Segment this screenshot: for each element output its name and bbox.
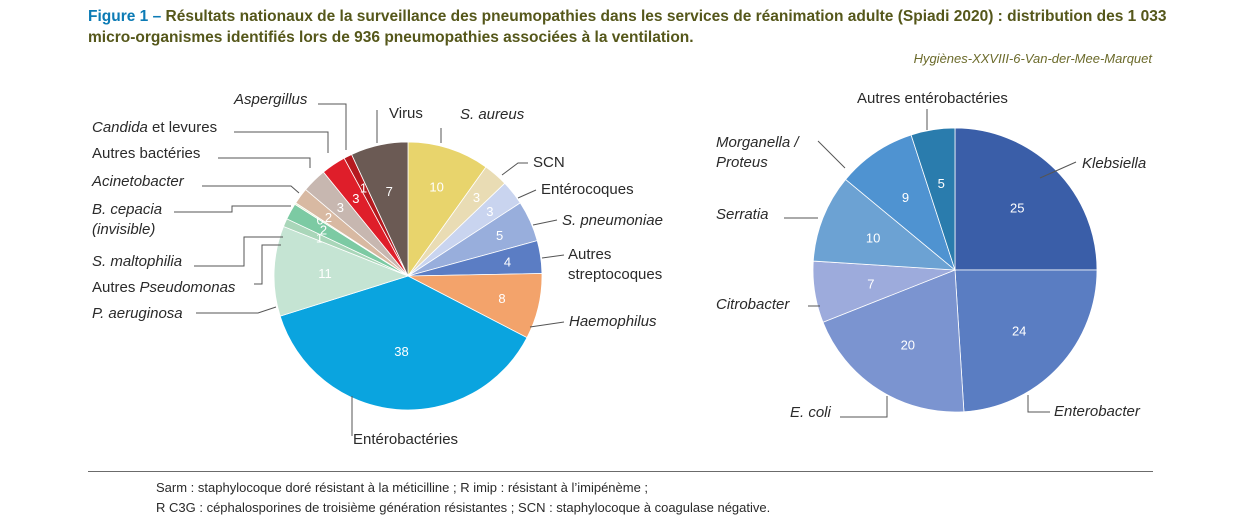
value-label-morganella-proteus: 9	[902, 190, 909, 205]
leader-line-s-pneumoniae	[532, 219, 558, 226]
leader-line-candida-et-levures	[234, 131, 329, 153]
category-label-serratia: Serratia	[716, 206, 769, 223]
value-label-virus: 7	[386, 184, 393, 199]
leader-line-enterocoques	[517, 189, 537, 199]
pie-slice-autres-enterobacteries	[910, 127, 956, 271]
value-label-autres-bacteries: 3	[337, 200, 344, 215]
category-label-b-cepacia-invisible-2: (invisible)	[92, 221, 155, 238]
value-label-b-cepacia-invisible: 0	[316, 212, 323, 227]
value-label-aspergillus: 1	[360, 180, 367, 195]
leader-line-haemophilus	[529, 321, 565, 328]
value-label-autres-pseudomonas: 1	[316, 231, 323, 246]
leader-line-klebsiella	[1039, 161, 1077, 179]
footnote-line-2: R C3G : céphalosporines de troisième gén…	[156, 500, 771, 515]
pie-slice-morganella-proteus	[845, 134, 956, 272]
category-label-citrobacter: Citrobacter	[716, 296, 790, 313]
leader-line-acinetobacter	[202, 185, 300, 194]
divider	[88, 471, 1153, 472]
value-label-autres-enterobacteries: 5	[938, 176, 945, 191]
figure-label: Figure 1 –	[88, 8, 166, 25]
value-label-s-maltophilia: 2	[320, 222, 327, 237]
category-label-s-aureus: S. aureus	[460, 106, 525, 123]
value-label-candida-et-levures: 3	[352, 191, 359, 206]
leader-line-scn	[501, 162, 528, 176]
category-label-autres-enterobacteries: Autres entérobactéries	[857, 90, 1008, 107]
value-label-acinetobacter: 2	[325, 210, 332, 225]
category-label-morganella-proteus-2: Proteus	[716, 154, 768, 171]
category-label-s-pneumoniae: S. pneumoniae	[562, 212, 663, 229]
category-label-enterocoques: Entérocoques	[541, 181, 634, 198]
leader-line-autres-streptocoques	[541, 254, 565, 259]
value-label-s-aureus: 10	[429, 180, 443, 195]
pie-chart-enterobacteriaceae: 25 Klebsiella 24 Enterobacter 20 E. coli 7 Citr…	[716, 90, 1146, 421]
category-label-scn: SCN	[533, 154, 565, 171]
figure-title-text: Résultats nationaux de la surveillance d…	[88, 8, 1167, 46]
leader-line-autres-bacteries	[218, 157, 311, 168]
category-label-autres-streptocoques-1: Autres	[568, 246, 611, 263]
category-label-virus: Virus	[389, 105, 423, 122]
category-label-b-cepacia-invisible-1: B. cepacia	[92, 201, 162, 218]
category-label-autres-pseudomonas: Autres Pseudomonas	[92, 279, 236, 296]
leader-line-s-maltophilia	[194, 236, 283, 267]
value-label-scn: 3	[473, 190, 480, 205]
pie-slice-s-aureus	[407, 141, 487, 278]
category-label-autres-streptocoques-2: streptocoques	[568, 266, 662, 283]
leader-line-aspergillus	[318, 103, 347, 150]
value-label-haemophilus: 8	[498, 291, 505, 306]
category-label-haemophilus: Haemophilus	[569, 313, 657, 330]
value-label-enterocoques: 3	[486, 204, 493, 219]
value-label-autres-streptocoques: 4	[504, 255, 511, 270]
category-label-candida-et-levures: Candida et levures	[92, 119, 217, 136]
category-label-acinetobacter: Acinetobacter	[91, 173, 185, 190]
value-label-citrobacter: 7	[867, 276, 874, 291]
value-label-enterobacter: 24	[1012, 323, 1026, 338]
pie-slice-enterobacter	[954, 269, 1098, 413]
category-label-p-aeruginosa: P. aeruginosa	[92, 305, 183, 322]
category-label-e-coli: E. coli	[790, 404, 832, 421]
category-label-aspergillus: Aspergillus	[233, 91, 308, 108]
value-label-s-pneumoniae: 5	[496, 228, 503, 243]
value-label-e-coli: 20	[901, 337, 915, 352]
leader-line-e-coli	[840, 396, 888, 418]
figure-credit: Hygiènes-XXVIII-6-Van-der-Mee-Marquet	[913, 51, 1152, 66]
value-label-serratia: 10	[866, 231, 880, 246]
category-label-klebsiella: Klebsiella	[1082, 155, 1146, 172]
category-label-enterobacteries: Entérobactéries	[353, 431, 458, 448]
pie-slice-klebsiella	[954, 127, 1098, 271]
value-label-klebsiella: 25	[1010, 201, 1024, 216]
leader-line-morganella-proteus	[817, 140, 846, 169]
category-label-s-maltophilia: S. maltophilia	[92, 253, 182, 270]
pie-slice-virus	[351, 141, 409, 277]
footnote-line-1: Sarm : staphylocoque doré résistant à la…	[156, 480, 649, 495]
pie-slice-p-aeruginosa	[273, 225, 410, 317]
pie-slice-serratia	[812, 178, 957, 271]
pie-slice-enterobacteries	[279, 275, 528, 411]
leader-line-b-cepacia-invisible	[174, 205, 291, 213]
leader-line-p-aeruginosa	[196, 306, 277, 314]
pie-slice-e-coli	[822, 269, 965, 413]
leader-line-enterobacter	[1027, 395, 1050, 413]
leader-line-autres-pseudomonas	[254, 244, 281, 285]
value-label-p-aeruginosa: 11	[318, 266, 332, 281]
value-label-enterobacteries: 38	[394, 344, 408, 359]
category-label-enterobacter: Enterobacter	[1054, 403, 1141, 420]
category-label-morganella-proteus-1: Morganella /	[716, 134, 800, 151]
category-label-autres-bacteries: Autres bactéries	[92, 145, 200, 162]
figure-title: Figure 1 – Résultats nationaux de la sur…	[88, 6, 1168, 48]
